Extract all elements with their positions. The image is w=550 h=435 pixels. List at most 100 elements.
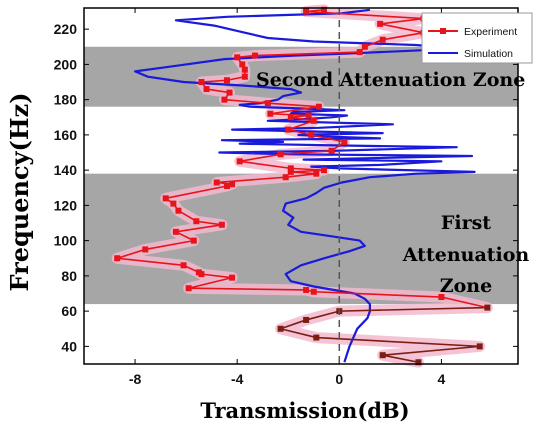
experiment-line-segment bbox=[224, 98, 268, 104]
experiment-marker bbox=[218, 221, 225, 228]
experiment-marker bbox=[315, 103, 322, 110]
experiment-marker bbox=[203, 86, 210, 93]
experiment-line-segment bbox=[239, 153, 281, 163]
experiment-line-segment bbox=[188, 287, 307, 291]
zones-layer bbox=[84, 46, 518, 305]
experiment-marker bbox=[195, 269, 202, 276]
experiment-marker bbox=[170, 200, 177, 207]
y-tick-label: 200 bbox=[54, 56, 78, 72]
experiment-marker bbox=[313, 170, 320, 177]
experiment-marker bbox=[361, 43, 368, 50]
zone-label-layer: First Attenuation Zone Second Attenuation Z… bbox=[256, 69, 529, 297]
experiment-marker bbox=[229, 181, 236, 188]
experiment-marker bbox=[356, 49, 363, 56]
y-tick-label: 180 bbox=[54, 92, 78, 108]
y-tick-label: 140 bbox=[54, 162, 78, 178]
experiment-marker bbox=[229, 274, 236, 281]
experiment-marker bbox=[190, 237, 197, 244]
experiment-line-segment bbox=[117, 257, 184, 267]
experiment-line-segment bbox=[287, 120, 315, 131]
experiment-marker bbox=[438, 294, 445, 301]
y-tick-label: 100 bbox=[54, 233, 78, 249]
experiment-marker bbox=[198, 79, 205, 86]
experiment-marker bbox=[234, 54, 241, 61]
experiment-line-segment bbox=[270, 105, 319, 115]
y-tick-label: 80 bbox=[61, 268, 77, 284]
experiment-marker bbox=[223, 183, 230, 189]
experiment-marker bbox=[310, 117, 317, 124]
legend-marker-experiment bbox=[440, 28, 446, 34]
experiment-line-segment bbox=[267, 102, 319, 108]
experiment-marker bbox=[379, 352, 386, 359]
experiment-line-segment bbox=[145, 239, 194, 251]
experiment-line-segment bbox=[255, 51, 360, 57]
experiment-marker bbox=[308, 131, 315, 138]
first-zone-label-line: First bbox=[441, 212, 491, 234]
experiment-line-segment bbox=[165, 185, 228, 200]
experiment-marker bbox=[114, 255, 121, 262]
legend-label-simulation: Simulation bbox=[464, 48, 513, 60]
experiment-marker bbox=[313, 334, 320, 341]
experiment-line-segment bbox=[201, 79, 228, 83]
experiment-marker bbox=[185, 285, 192, 292]
legend: Experiment Simulation bbox=[421, 12, 533, 64]
experiment-marker bbox=[287, 168, 294, 175]
experiment-marker bbox=[264, 100, 271, 107]
experiment-marker bbox=[305, 112, 312, 119]
experiment-line-segment bbox=[239, 160, 291, 170]
experiment-marker bbox=[328, 147, 335, 154]
experiment-line-segment bbox=[305, 310, 340, 321]
x-tick-label: -8 bbox=[129, 371, 142, 387]
first-zone-label-line: Zone bbox=[440, 275, 492, 297]
experiment-marker bbox=[172, 228, 179, 235]
experiment-marker bbox=[175, 207, 182, 214]
experiment-marker bbox=[341, 138, 348, 145]
y-tick-label: 40 bbox=[61, 338, 77, 354]
experiment-marker bbox=[379, 36, 386, 43]
experiment-marker bbox=[282, 174, 289, 181]
experiment-line-segment bbox=[382, 354, 419, 364]
experiment-marker bbox=[226, 89, 233, 96]
experiment-line-segment bbox=[280, 327, 317, 339]
experiment-marker bbox=[377, 20, 384, 27]
experiment-marker bbox=[193, 218, 200, 225]
simulation-line bbox=[134, 8, 476, 363]
x-tick-label: 0 bbox=[335, 371, 343, 387]
experiment-marker bbox=[239, 61, 246, 68]
experiment-marker bbox=[484, 304, 491, 311]
experiment-marker bbox=[162, 195, 169, 202]
experiment-line-segment bbox=[285, 172, 317, 178]
first-zone-label-line: Attenuation bbox=[402, 244, 530, 266]
experiment-marker bbox=[287, 165, 294, 172]
experiment-marker bbox=[180, 262, 187, 269]
y-axis-title: Frequency(Hz) bbox=[5, 92, 34, 291]
experiment-line-segment bbox=[206, 88, 230, 94]
experiment-marker bbox=[277, 325, 284, 332]
experiment-line-segment bbox=[288, 128, 312, 136]
experiment-line-segment bbox=[441, 296, 488, 309]
experiment-marker bbox=[303, 286, 310, 293]
experiment-marker bbox=[241, 66, 248, 73]
experiment-marker bbox=[213, 179, 220, 186]
x-tick-label: -4 bbox=[231, 371, 244, 387]
experiment-line-segment bbox=[382, 345, 480, 356]
experiment-line-segment bbox=[290, 116, 314, 122]
experiment-marker bbox=[252, 52, 259, 59]
experiment-line-segment bbox=[382, 31, 424, 41]
experiment-line-segment bbox=[316, 336, 480, 348]
experiment-marker bbox=[142, 246, 149, 253]
experiment-line-segment bbox=[175, 223, 222, 233]
tick-label-layer: 40 60 80 100 120 140 160 180 200 220 -8 -4 0 4 bbox=[54, 21, 446, 387]
experiment-marker bbox=[277, 151, 284, 158]
legend-label-experiment: Experiment bbox=[464, 26, 517, 38]
experiment-line-segment bbox=[196, 220, 222, 226]
y-tick-label: 60 bbox=[61, 303, 77, 319]
experiment-marker bbox=[320, 167, 327, 174]
experiment-line-segment bbox=[280, 149, 332, 156]
experiment-line-segment bbox=[339, 306, 488, 312]
y-tick-label: 160 bbox=[54, 127, 78, 143]
experiment-line-segment bbox=[216, 176, 286, 184]
experiment-line-segment bbox=[201, 273, 233, 279]
